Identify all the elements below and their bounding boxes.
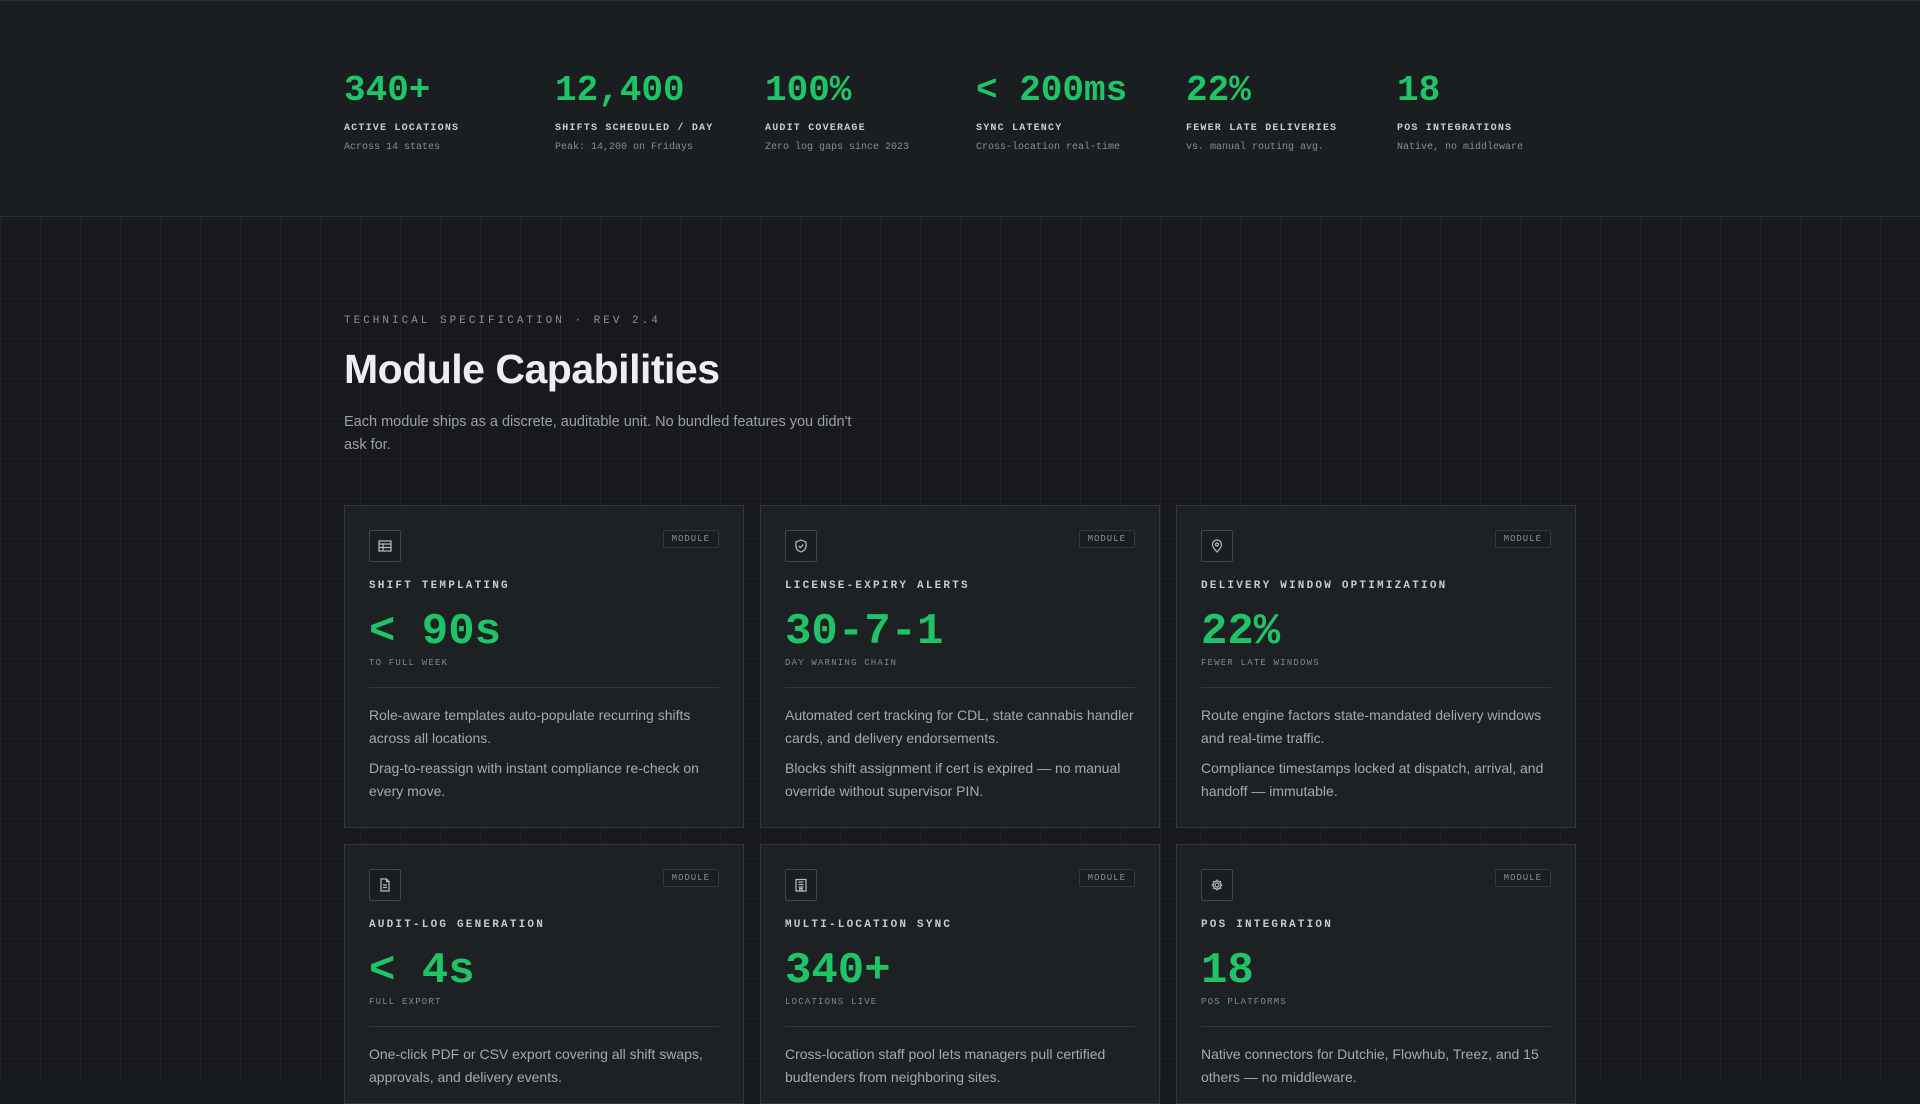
stat-fewer-late-deliveries: 22% FEWER LATE DELIVERIES vs. manual rou… [1186, 69, 1386, 153]
stat-label: POS INTEGRATIONS [1397, 123, 1513, 134]
module-metric: 18 [1201, 946, 1254, 996]
stat-label: SHIFTS SCHEDULED / DAY [555, 123, 714, 134]
module-name: POS INTEGRATION [1201, 919, 1334, 931]
section-title: Module Capabilities [344, 346, 720, 392]
module-metric-unit: POS PLATFORMS [1201, 997, 1287, 1007]
module-card-pos-integration[interactable]: MODULE POS INTEGRATION 18 POS PLATFORMS … [1176, 844, 1576, 1104]
module-description-line: Native connectors for Dutchie, Flowhub, … [1201, 1046, 1539, 1085]
stat-value: 100% [765, 70, 852, 111]
module-description-line: Automated cert tracking for CDL, state c… [785, 707, 1134, 746]
module-badge: MODULE [1494, 869, 1551, 887]
stat-subtext: Peak: 14,200 on Fridays [555, 142, 694, 153]
card-divider [1201, 1026, 1551, 1027]
stat-sync-latency: < 200ms SYNC LATENCY Cross-location real… [976, 69, 1176, 153]
section-lead: Each module ships as a discrete, auditab… [344, 414, 852, 453]
stat-label: FEWER LATE DELIVERIES [1186, 123, 1338, 134]
module-badge: MODULE [1078, 530, 1135, 548]
stat-value: 340+ [344, 70, 431, 111]
card-divider [369, 1026, 719, 1027]
module-name: MULTI-LOCATION SYNC [785, 919, 953, 931]
card-divider [785, 1026, 1135, 1027]
calendar-table-icon [369, 530, 401, 562]
document-icon [369, 869, 401, 901]
stat-subtext: vs. manual routing avg. [1186, 142, 1325, 153]
stat-label: AUDIT COVERAGE [765, 123, 866, 134]
module-description: Automated cert tracking for CDL, state c… [785, 704, 1137, 803]
module-description: Route engine factors state-mandated deli… [1201, 704, 1553, 803]
module-description: One-click PDF or CSV export covering all… [369, 1043, 721, 1089]
module-card-delivery-window[interactable]: MODULE DELIVERY WINDOW OPTIMIZATION 22% … [1176, 505, 1576, 828]
module-badge: MODULE [1494, 530, 1551, 548]
module-badge: MODULE [1078, 869, 1135, 887]
card-divider [1201, 687, 1551, 688]
module-metric-unit: FULL EXPORT [369, 997, 442, 1007]
stat-value: 22% [1186, 70, 1251, 111]
stat-shifts-scheduled: 12,400 SHIFTS SCHEDULED / DAY Peak: 14,2… [555, 69, 755, 153]
map-pin-icon [1201, 530, 1233, 562]
stat-subtext: Cross-location real-time [976, 142, 1121, 153]
module-description: Role-aware templates auto-populate recur… [369, 704, 721, 803]
stat-subtext: Across 14 states [344, 142, 441, 153]
module-name: SHIFT TEMPLATING [369, 580, 510, 592]
gear-icon [1201, 869, 1233, 901]
module-name: DELIVERY WINDOW OPTIMIZATION [1201, 580, 1448, 592]
stat-label: SYNC LATENCY [976, 123, 1063, 134]
module-metric-unit: DAY WARNING CHAIN [785, 658, 898, 668]
module-metric: 22% [1201, 607, 1281, 657]
module-metric: 340+ [785, 946, 891, 996]
stat-subtext: Zero log gaps since 2023 [765, 142, 910, 153]
shield-check-icon [785, 530, 817, 562]
module-description-line: Cross-location staff pool lets managers … [785, 1046, 1106, 1085]
module-description-line: Blocks shift assignment if cert is expir… [785, 760, 1121, 799]
module-badge: MODULE [662, 869, 719, 887]
module-description-line: Drag-to-reassign with instant compliance… [369, 760, 699, 799]
module-card-multi-location-sync[interactable]: MODULE MULTI-LOCATION SYNC 340+ LOCATION… [760, 844, 1160, 1104]
module-metric: 30-7-1 [785, 607, 944, 657]
module-metric: < 90s [369, 607, 502, 657]
section-eyebrow: TECHNICAL SPECIFICATION · REV 2.4 [344, 315, 661, 327]
module-description-line: Role-aware templates auto-populate recur… [369, 707, 691, 746]
module-card-shift-templating[interactable]: MODULE SHIFT TEMPLATING < 90s TO FULL WE… [344, 505, 744, 828]
stat-value: < 200ms [976, 70, 1128, 111]
stat-pos-integrations: 18 POS INTEGRATIONS Native, no middlewar… [1397, 69, 1597, 153]
stat-active-locations: 340+ ACTIVE LOCATIONS Across 14 states [344, 69, 544, 153]
module-description-line: Route engine factors state-mandated deli… [1201, 707, 1542, 746]
building-icon [785, 869, 817, 901]
module-description: Cross-location staff pool lets managers … [785, 1043, 1137, 1089]
stat-audit-coverage: 100% AUDIT COVERAGE Zero log gaps since … [765, 69, 965, 153]
stat-value: 12,400 [555, 70, 685, 111]
module-name: AUDIT-LOG GENERATION [369, 919, 546, 931]
module-description: Native connectors for Dutchie, Flowhub, … [1201, 1043, 1553, 1089]
module-metric-unit: LOCATIONS LIVE [785, 997, 878, 1007]
card-divider [369, 687, 719, 688]
stat-subtext: Native, no middleware [1397, 142, 1524, 153]
module-name: LICENSE-EXPIRY ALERTS [785, 580, 970, 592]
module-metric-unit: FEWER LATE WINDOWS [1201, 658, 1320, 668]
stat-label: ACTIVE LOCATIONS [344, 123, 460, 134]
module-badge: MODULE [662, 530, 719, 548]
module-card-license-expiry[interactable]: MODULE LICENSE-EXPIRY ALERTS 30-7-1 DAY … [760, 505, 1160, 828]
stats-band: 340+ ACTIVE LOCATIONS Across 14 states 1… [0, 0, 1920, 217]
module-description-line: One-click PDF or CSV export covering all… [369, 1046, 703, 1085]
module-metric-unit: TO FULL WEEK [369, 658, 449, 668]
card-divider [785, 687, 1135, 688]
module-metric: < 4s [369, 946, 475, 996]
stat-value: 18 [1397, 70, 1441, 111]
module-description-line: Compliance timestamps locked at dispatch… [1201, 760, 1544, 799]
module-card-audit-log[interactable]: MODULE AUDIT-LOG GENERATION < 4s FULL EX… [344, 844, 744, 1104]
